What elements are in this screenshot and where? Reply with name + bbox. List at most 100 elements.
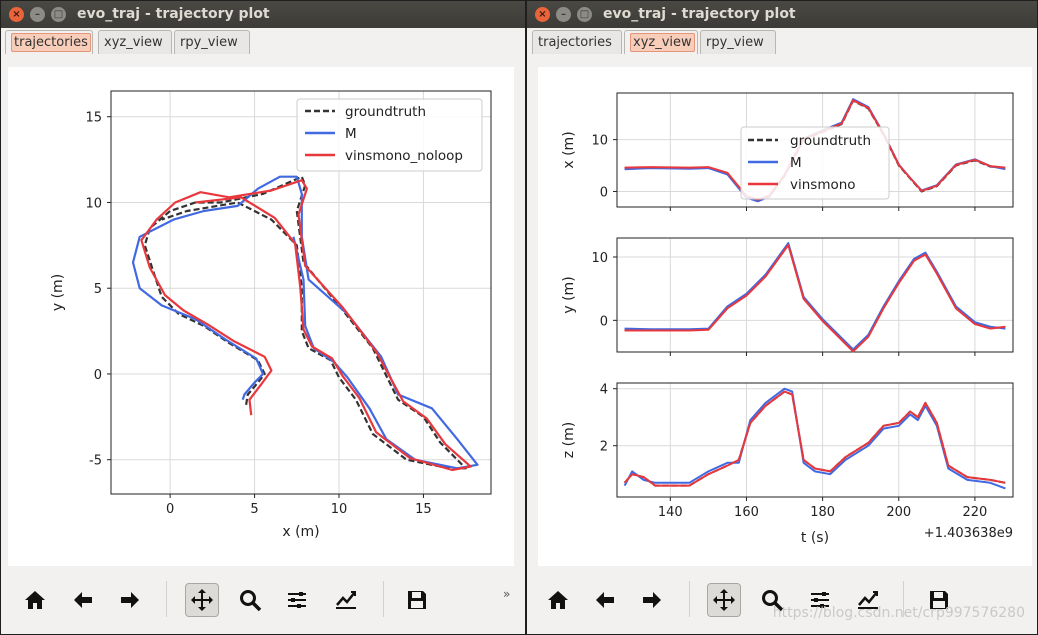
x-tick-label: 160 (734, 505, 759, 520)
x-axis-label: x (m) (282, 524, 319, 540)
x-tick-label: 220 (963, 505, 988, 520)
y-tick-label: 0 (94, 368, 102, 383)
tab-xyz-view[interactable]: xyz_view (98, 30, 172, 54)
series-line-m (131, 175, 479, 470)
zoom-icon (240, 590, 262, 612)
subplots-icon (811, 592, 829, 608)
back-arrow-icon (74, 592, 92, 608)
plot-canvas[interactable]: 0 10 x (m) 0 10 y (m) 2 4 z (m) 140 160 180 200 220 +1… (538, 67, 1032, 566)
home-button[interactable] (18, 583, 52, 617)
forward-button[interactable] (635, 583, 669, 617)
y-tick-label: 4 (600, 383, 608, 398)
legend-frame (296, 98, 483, 172)
y-tick-label: -5 (89, 454, 102, 469)
trajectory-plot: 0 5 10 15 -5 0 5 10 15 x (m) y (m) groundtruth Mvins… (50, 90, 492, 540)
back-arrow-icon (596, 592, 614, 608)
maximize-window-button[interactable]: □ (577, 7, 592, 22)
y-tick-label: 10 (85, 196, 102, 211)
subplots-button[interactable] (803, 583, 837, 617)
forward-arrow-icon (643, 592, 661, 608)
back-button[interactable] (66, 583, 100, 617)
legend-label: vinsmono_noloop (345, 148, 463, 164)
y-tick-label: 2 (600, 440, 608, 455)
close-window-button[interactable]: × (535, 7, 550, 22)
window-titlebar[interactable]: × – □ evo_traj - trajectory plot (527, 1, 1037, 28)
edit-axes-button[interactable] (851, 583, 885, 617)
y-axis-label: y (m) (561, 276, 577, 313)
tab-rpy-view[interactable]: rpy_view (174, 30, 250, 54)
save-button[interactable] (922, 583, 956, 617)
x-tick-label: 200 (886, 505, 911, 520)
save-button[interactable] (400, 583, 434, 617)
edit-axes-icon (336, 591, 356, 609)
y-tick-label: 10 (591, 251, 608, 266)
tab-xyz-view[interactable]: xyz_view (624, 30, 698, 54)
y-tick-label: 5 (94, 282, 102, 297)
series-line-groundtruth (143, 175, 467, 470)
trajectories-window: × – □ evo_traj - trajectory plot traject… (0, 0, 526, 635)
window-titlebar[interactable]: × – □ evo_traj - trajectory plot (1, 1, 525, 28)
subplot-axes-frame (616, 237, 1014, 353)
series-line-vinsmono_noloop (140, 179, 472, 472)
save-icon (930, 591, 948, 609)
tab-rpy-view[interactable]: rpy_view (700, 30, 776, 54)
close-window-button[interactable]: × (9, 7, 24, 22)
series-line-m (623, 387, 1006, 490)
pan-icon (191, 589, 213, 611)
y-tick-label: 0 (600, 185, 608, 200)
toolbar-separator (166, 581, 167, 617)
home-icon (25, 591, 45, 609)
home-button[interactable] (541, 583, 575, 617)
legend-label: vinsmono (790, 177, 856, 193)
y-axis-label: x (m) (561, 131, 577, 168)
zoom-button[interactable] (755, 583, 789, 617)
x-tick-label: 10 (331, 502, 348, 517)
toolbar-separator (903, 581, 904, 617)
x-tick-label: 140 (658, 505, 683, 520)
series-line-vinsmono (624, 244, 1006, 353)
toolbar-separator (689, 581, 690, 617)
x-offset-label: +1.403638e9 (924, 526, 1013, 541)
pan-icon (713, 589, 735, 611)
tab-trajectories[interactable]: trajectories (532, 30, 622, 54)
legend-frame (740, 126, 890, 200)
plot-axes-frame (110, 90, 492, 495)
legend-label: groundtruth (345, 104, 426, 120)
edit-axes-icon (858, 591, 878, 609)
minimize-window-button[interactable]: – (30, 7, 45, 22)
zoom-button[interactable] (233, 583, 267, 617)
y-tick-label: 15 (85, 111, 102, 126)
x-tick-label: 15 (415, 502, 432, 517)
toolbar-overflow[interactable]: » (503, 587, 511, 601)
subplots-icon (288, 592, 306, 608)
tab-trajectories[interactable]: trajectories (5, 30, 93, 54)
legend-label: M (790, 155, 802, 171)
subplots-button[interactable] (280, 583, 314, 617)
minimize-window-button[interactable]: – (556, 7, 571, 22)
series-line-vinsmono (624, 99, 1006, 201)
x-axis-label: t (s) (801, 530, 829, 546)
home-icon (548, 591, 568, 609)
y-axis-label: y (m) (50, 274, 66, 311)
legend-label: groundtruth (790, 133, 871, 149)
forward-button[interactable] (113, 583, 147, 617)
edit-axes-button[interactable] (329, 583, 363, 617)
pan-button[interactable] (185, 583, 219, 617)
x-tick-label: 5 (250, 502, 258, 517)
legend-label: M (345, 126, 357, 142)
maximize-window-button[interactable]: □ (51, 7, 66, 22)
watermark: https://blog.csdn.net/crp997576280 (772, 605, 1025, 621)
pan-button[interactable] (707, 583, 741, 617)
back-button[interactable] (588, 583, 622, 617)
window-title: evo_traj - trajectory plot (77, 6, 270, 22)
zoom-icon (762, 590, 784, 612)
series-line-vinsmono (623, 390, 1006, 487)
save-icon (408, 591, 426, 609)
window-title: evo_traj - trajectory plot (603, 6, 796, 22)
forward-arrow-icon (121, 592, 139, 608)
navigation-toolbar: » (1, 569, 525, 631)
xyz-view-window: × – □ evo_traj - trajectory plot traject… (526, 0, 1038, 635)
